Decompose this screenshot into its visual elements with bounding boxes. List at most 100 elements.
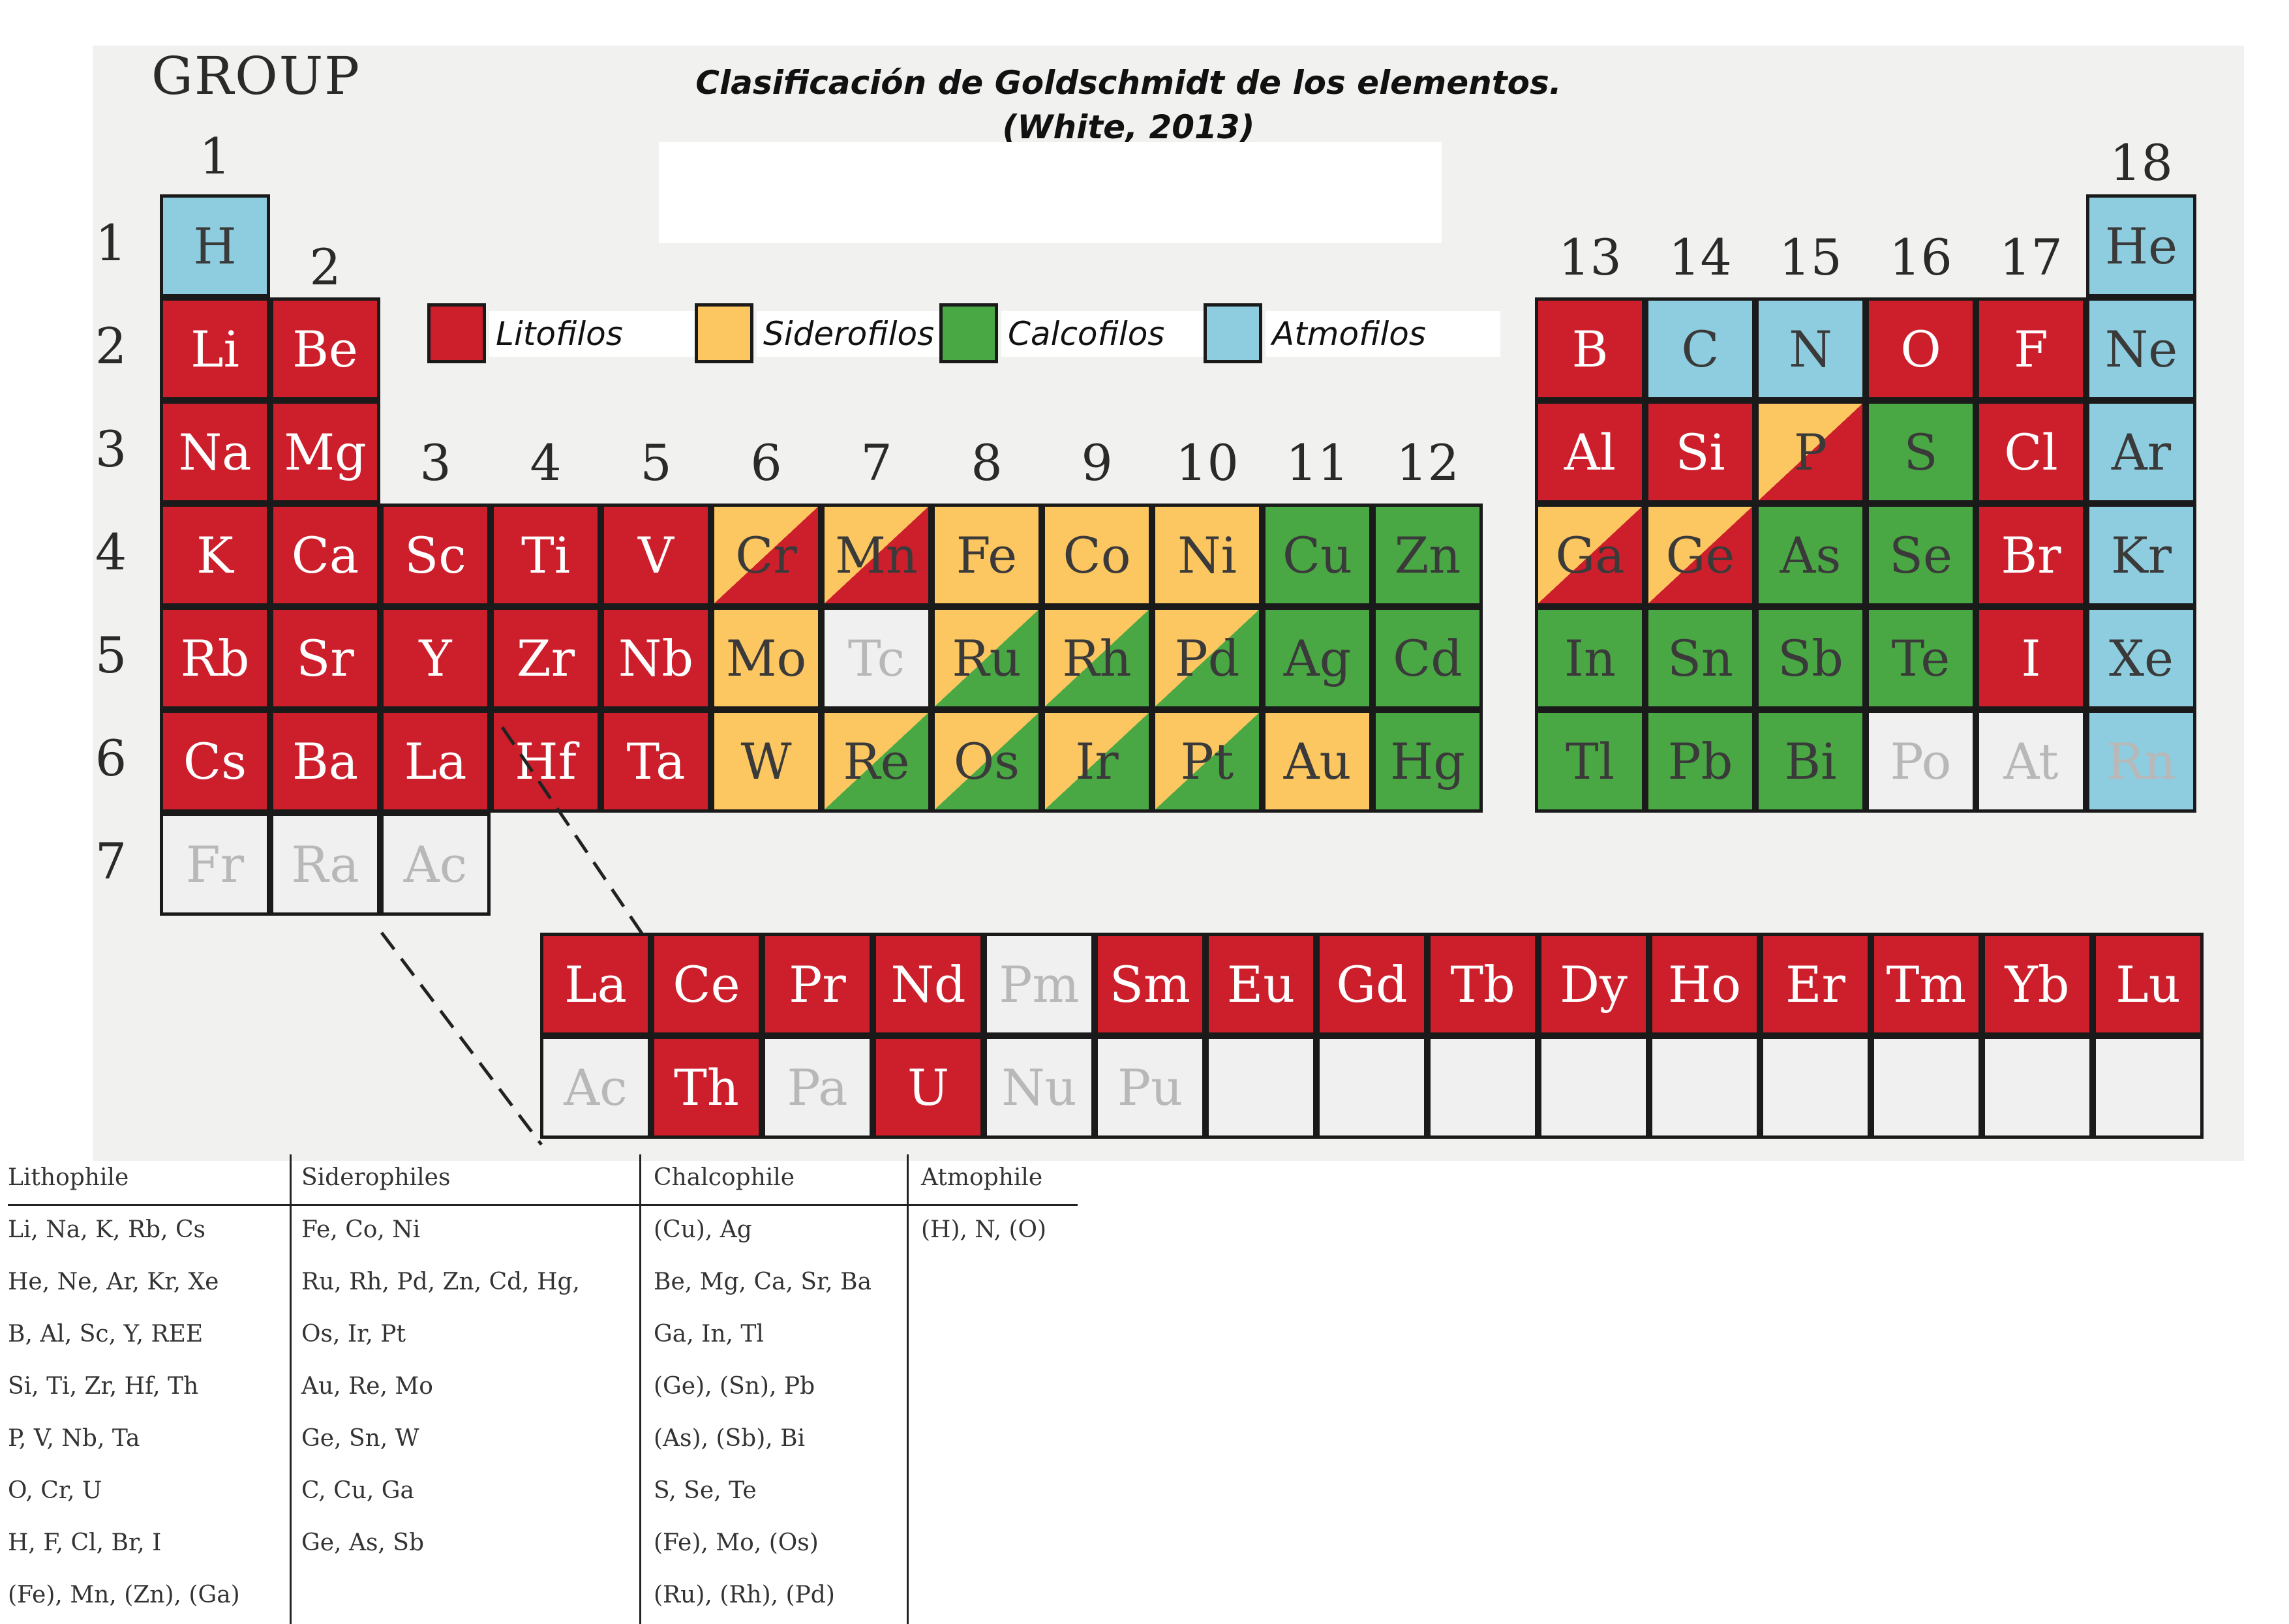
period-number-7: 7	[95, 832, 127, 890]
element-mo: Mo	[711, 607, 821, 710]
table-cell: S, Se, Te	[654, 1477, 757, 1504]
element-la: La	[540, 933, 651, 1036]
table-cell: Fe, Co, Ni	[301, 1216, 421, 1243]
element-symbol: Eu	[1226, 955, 1296, 1014]
element-symbol: Ni	[1177, 526, 1237, 584]
element-symbol: Mo	[725, 629, 807, 687]
element-symbol: Pd	[1174, 629, 1240, 687]
element-mg: Mg	[270, 400, 380, 504]
blank-title-box	[659, 142, 1442, 243]
element-rb: Rb	[160, 607, 270, 710]
element-symbol: Er	[1785, 955, 1845, 1014]
group-number-11: 11	[1286, 434, 1349, 492]
table-header-siderophiles: Siderophiles	[301, 1164, 451, 1191]
element-symbol: Au	[1283, 732, 1352, 790]
group-number-16: 16	[1889, 228, 1952, 286]
element-symbol: Y	[419, 629, 452, 687]
element-ba: Ba	[270, 710, 380, 813]
element-te: Te	[1866, 607, 1976, 710]
element-symbol: Ne	[2104, 320, 2178, 378]
table-cell: (Fe), Mn, (Zn), (Ga)	[8, 1582, 240, 1608]
element-ag: Ag	[1262, 607, 1372, 710]
element-symbol: Pt	[1180, 732, 1234, 790]
element-symbol: Ac	[564, 1058, 628, 1117]
group-heading: GROUP	[151, 46, 361, 106]
element-pt: Pt	[1152, 710, 1262, 813]
element-dy: Dy	[1538, 933, 1649, 1036]
element-hg: Hg	[1372, 710, 1483, 813]
element-symbol: Zr	[516, 629, 575, 687]
element-zn: Zn	[1372, 504, 1483, 607]
element-ac: Ac	[380, 813, 491, 916]
empty-cell	[1982, 1036, 2093, 1139]
group-number-9: 9	[1081, 434, 1113, 492]
table-cell: (Ge), (Sn), Pb	[654, 1373, 815, 1400]
empty-cell	[1649, 1036, 1760, 1139]
group-number-12: 12	[1396, 434, 1459, 492]
element-ca: Ca	[270, 504, 380, 607]
element-ge: Ge	[1645, 504, 1755, 607]
group-number-2: 2	[309, 238, 341, 296]
element-symbol: Lu	[2115, 955, 2181, 1014]
element-li: Li	[160, 297, 270, 400]
element-ne: Ne	[2086, 297, 2196, 400]
table-cell: He, Ne, Ar, Kr, Xe	[8, 1269, 219, 1295]
element-symbol: Sn	[1667, 629, 1733, 687]
element-f: F	[1976, 297, 2086, 400]
element-symbol: S	[1903, 423, 1938, 481]
empty-cell	[1760, 1036, 1871, 1139]
element-cr: Cr	[711, 504, 821, 607]
element-ar: Ar	[2086, 400, 2196, 504]
element-symbol: Ce	[673, 955, 740, 1014]
element-ru: Ru	[932, 607, 1042, 710]
element-symbol: Pr	[789, 955, 846, 1014]
table-cell: (Fe), Mo, (Os)	[654, 1529, 819, 1556]
element-symbol: Ba	[292, 732, 359, 790]
table-cell: H, F, Cl, Br, I	[8, 1529, 162, 1556]
element-os: Os	[932, 710, 1042, 813]
table-cell: C, Cu, Ga	[301, 1477, 414, 1504]
element-symbol: Kr	[2110, 526, 2172, 584]
element-symbol: B	[1571, 320, 1609, 378]
element-symbol: Tl	[1566, 732, 1614, 790]
element-symbol: Ho	[1667, 955, 1742, 1014]
group-number-13: 13	[1558, 228, 1622, 286]
element-symbol: I	[2021, 629, 2041, 687]
element-sb: Sb	[1755, 607, 1866, 710]
group-number-8: 8	[971, 434, 1003, 492]
table-cell: O, Cr, U	[8, 1477, 102, 1504]
element-cs: Cs	[160, 710, 270, 813]
element-k: K	[160, 504, 270, 607]
table-cell: P, V, Nb, Ta	[8, 1425, 140, 1452]
element-fr: Fr	[160, 813, 270, 916]
element-symbol: W	[740, 732, 792, 790]
element-hf: Hf	[491, 710, 601, 813]
group-number-1: 1	[199, 127, 231, 185]
element-la: La	[380, 710, 491, 813]
empty-cell	[1427, 1036, 1538, 1139]
group-number-10: 10	[1175, 434, 1239, 492]
element-symbol: O	[1900, 320, 1941, 378]
element-zr: Zr	[491, 607, 601, 710]
element-symbol: Cd	[1393, 629, 1463, 687]
table-cell: Si, Ti, Zr, Hf, Th	[8, 1373, 199, 1400]
empty-cell	[1871, 1036, 1982, 1139]
table-cell: Be, Mg, Ca, Sr, Ba	[654, 1269, 872, 1295]
chart-subtitle: (White, 2013)	[1002, 108, 1255, 146]
period-number-1: 1	[95, 214, 127, 272]
element-ti: Ti	[491, 504, 601, 607]
element-mn: Mn	[821, 504, 932, 607]
element-he: He	[2086, 194, 2196, 297]
table-header-chalcophile: Chalcophile	[654, 1164, 795, 1191]
element-p: P	[1755, 400, 1866, 504]
element-symbol: Hg	[1390, 732, 1465, 790]
element-symbol: Sb	[1778, 629, 1843, 687]
element-symbol: Ge	[1665, 526, 1735, 584]
element-symbol: Te	[1891, 629, 1950, 687]
element-symbol: Ar	[2111, 423, 2172, 481]
element-cd: Cd	[1372, 607, 1483, 710]
element-nb: Nb	[601, 607, 711, 710]
element-symbol: Be	[292, 320, 358, 378]
element-n: N	[1755, 297, 1866, 400]
